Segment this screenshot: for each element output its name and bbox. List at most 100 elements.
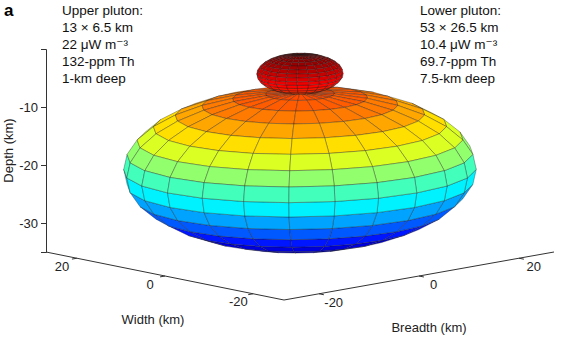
ellipsoid-face xyxy=(286,78,297,82)
ellipsoid-face xyxy=(289,186,335,203)
ellipsoid-face xyxy=(290,153,333,170)
annotation-line: Upper pluton: xyxy=(62,3,143,18)
depth-tick-mark xyxy=(41,107,46,108)
ellipsoid-face xyxy=(297,85,308,88)
ellipsoid-face xyxy=(245,170,290,187)
ellipsoid-face xyxy=(219,135,260,153)
annotation-line: 69.7-ppm Th xyxy=(420,54,496,69)
ellipsoid-face xyxy=(415,171,448,193)
ellipsoid-face xyxy=(298,59,304,62)
annotation-line: 1-km deep xyxy=(62,71,126,86)
chart: -30-20-10Depth (km)-20020Width (km)-2002… xyxy=(0,0,574,347)
ellipsoid-face xyxy=(202,183,244,202)
ellipsoid-face xyxy=(168,177,205,198)
ellipsoid-face xyxy=(289,170,334,187)
width-tick-mark xyxy=(72,258,77,260)
annotation-line: Lower pluton: xyxy=(420,3,501,18)
ellipsoid-face xyxy=(292,55,300,56)
ellipsoid-face xyxy=(299,55,301,57)
annotation-line: 132-ppm Th xyxy=(62,54,135,69)
ellipsoid-face xyxy=(290,62,298,66)
ellipsoid-face xyxy=(298,62,306,66)
ellipsoid-face xyxy=(297,82,308,86)
ellipsoid-face xyxy=(296,100,314,111)
panel-label: a xyxy=(4,1,14,20)
depth-axis-line xyxy=(41,50,47,253)
breadth-axis: -20 0 20 Breadth (km) xyxy=(284,252,554,335)
breadth-tick-mark xyxy=(519,258,524,260)
ellipsoid-face xyxy=(295,57,300,60)
depth-axis-title: Depth (km) xyxy=(1,118,16,182)
ellipsoid-face xyxy=(319,121,355,137)
ellipsoid-face xyxy=(286,82,297,86)
depth-tick: -20 xyxy=(19,158,46,173)
ellipsoid-face xyxy=(308,77,319,82)
ellipsoid-face xyxy=(274,93,300,100)
ellipsoid-face xyxy=(291,138,329,155)
breadth-tick-label: 0 xyxy=(430,277,437,292)
ellipsoid-face xyxy=(278,100,297,111)
breadth-tick-mark xyxy=(419,276,424,278)
ellipsoid-face xyxy=(319,76,329,81)
ellipsoid-face xyxy=(291,239,329,247)
depth-tick-label: -20 xyxy=(19,158,38,173)
depth-tick-mark xyxy=(41,223,46,224)
ellipsoid-face xyxy=(289,216,334,230)
ellipsoid-face xyxy=(248,228,291,239)
width-tick-label: 0 xyxy=(147,277,154,292)
ellipsoid-face xyxy=(277,88,300,92)
ellipsoid-face xyxy=(292,59,299,62)
depth-tick: -30 xyxy=(19,216,46,231)
breadth-axis-line xyxy=(284,252,554,300)
depth-tick: -10 xyxy=(19,100,46,115)
ellipsoid-face xyxy=(244,186,289,203)
ellipsoid-face xyxy=(245,216,290,230)
ellipsoid-face xyxy=(297,78,308,82)
annotation: Lower pluton: 53 × 26.5 km 10.4 μW m⁻³ 69.7… xyxy=(420,3,501,86)
annotation: Upper pluton: 13 × 6.5 km 22 μW m⁻³ 132-ppm… xyxy=(62,3,143,86)
breadth-axis-title: Breadth (km) xyxy=(391,320,466,335)
breadth-tick-label: 20 xyxy=(526,259,540,274)
ellipsoid-face xyxy=(290,228,333,239)
ellipsoid-face xyxy=(248,153,291,170)
annotation-line: 53 × 26.5 km xyxy=(420,20,498,35)
ellipsoid-face xyxy=(377,177,417,198)
annotation-line: 13 × 6.5 km xyxy=(62,20,133,35)
annotation-line: 10.4 μW m⁻³ xyxy=(420,37,498,52)
ellipsoid-face xyxy=(260,123,294,138)
ellipsoid-face xyxy=(276,77,286,82)
ellipsoid-face xyxy=(261,74,268,79)
width-tick-mark xyxy=(160,276,165,278)
depth-tick-mark xyxy=(41,165,46,166)
depth-axis: -30 -20 -10 xyxy=(19,50,46,253)
ellipsoid-face xyxy=(253,138,292,155)
ellipsoid-face xyxy=(334,183,378,202)
ellipsoid-face xyxy=(210,151,253,170)
width-tick-label: -20 xyxy=(229,294,248,309)
ellipsoid-face xyxy=(329,151,373,170)
ellipsoid-face xyxy=(300,55,308,56)
ellipsoid-face xyxy=(269,111,296,124)
ellipsoid-face xyxy=(289,66,299,70)
width-tick-mark xyxy=(248,293,253,295)
ellipsoid-face xyxy=(281,93,300,101)
ellipsoid-face xyxy=(294,111,320,124)
width-tick-label: 20 xyxy=(55,259,69,274)
ellipsoid-face xyxy=(287,70,298,74)
ellipsoid-face xyxy=(253,239,292,247)
ellipsoid-face xyxy=(328,74,336,79)
ellipsoid-face xyxy=(299,57,303,60)
width-axis-title: Width (km) xyxy=(122,312,185,327)
depth-tick-label: -10 xyxy=(19,100,38,115)
ellipsoid-face xyxy=(142,171,170,193)
ellipsoid-face xyxy=(286,74,297,78)
width-axis-line xyxy=(46,252,284,300)
width-axis: -20 0 20 Width (km) xyxy=(46,252,284,327)
annotation-line: 22 μW m⁻³ xyxy=(62,37,128,52)
depth-tick-label: -30 xyxy=(19,216,38,231)
ellipsoid-face xyxy=(268,76,277,81)
breadth-tick-label: -20 xyxy=(324,295,343,310)
ellipsoid-face xyxy=(325,135,366,153)
annotation-line: 7.5-km deep xyxy=(420,71,495,86)
axes: -30-20-10Depth (km)-20020Width (km)-2002… xyxy=(1,50,554,336)
